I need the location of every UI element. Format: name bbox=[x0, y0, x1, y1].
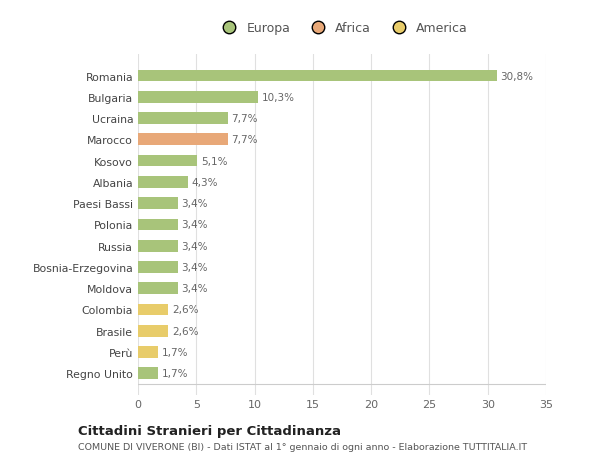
Bar bbox=[138, 368, 158, 379]
Text: 3,4%: 3,4% bbox=[181, 241, 208, 251]
Text: Cittadini Stranieri per Cittadinanza: Cittadini Stranieri per Cittadinanza bbox=[78, 424, 341, 437]
Bar bbox=[138, 347, 158, 358]
Text: 3,4%: 3,4% bbox=[181, 220, 208, 230]
Text: 7,7%: 7,7% bbox=[231, 135, 258, 145]
Bar bbox=[138, 156, 197, 167]
Text: 30,8%: 30,8% bbox=[500, 71, 533, 81]
Text: 1,7%: 1,7% bbox=[161, 347, 188, 357]
Text: 3,4%: 3,4% bbox=[181, 284, 208, 294]
Bar bbox=[138, 304, 169, 316]
Text: COMUNE DI VIVERONE (BI) - Dati ISTAT al 1° gennaio di ogni anno - Elaborazione T: COMUNE DI VIVERONE (BI) - Dati ISTAT al … bbox=[78, 442, 527, 451]
Bar bbox=[138, 325, 169, 337]
Text: 5,1%: 5,1% bbox=[201, 156, 227, 166]
Bar bbox=[138, 219, 178, 231]
Bar bbox=[138, 283, 178, 294]
Text: 2,6%: 2,6% bbox=[172, 326, 199, 336]
Text: 3,4%: 3,4% bbox=[181, 199, 208, 209]
Text: 2,6%: 2,6% bbox=[172, 305, 199, 315]
Legend: Europa, Africa, America: Europa, Africa, America bbox=[211, 17, 473, 40]
Bar bbox=[138, 241, 178, 252]
Bar bbox=[138, 262, 178, 273]
Bar bbox=[138, 198, 178, 209]
Bar bbox=[138, 177, 188, 188]
Text: 3,4%: 3,4% bbox=[181, 263, 208, 272]
Text: 7,7%: 7,7% bbox=[231, 114, 258, 124]
Text: 10,3%: 10,3% bbox=[262, 93, 295, 102]
Bar bbox=[138, 113, 228, 125]
Bar bbox=[138, 134, 228, 146]
Text: 4,3%: 4,3% bbox=[191, 178, 218, 187]
Bar bbox=[138, 71, 497, 82]
Bar bbox=[138, 92, 258, 103]
Text: 1,7%: 1,7% bbox=[161, 369, 188, 379]
